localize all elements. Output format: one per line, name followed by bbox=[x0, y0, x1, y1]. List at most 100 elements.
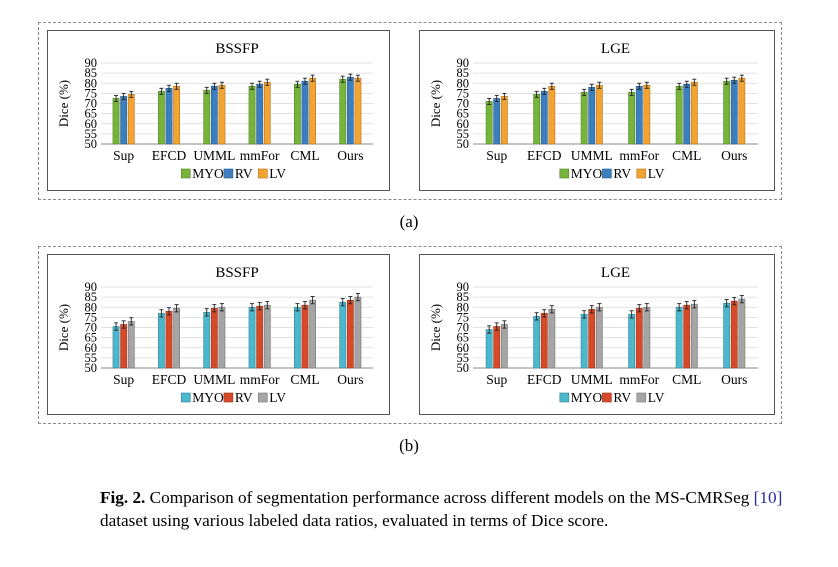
x-tick-label: CML bbox=[672, 148, 701, 163]
bar-rv bbox=[346, 299, 354, 369]
legend-label-rv: RV bbox=[235, 390, 253, 405]
bar-lv bbox=[690, 81, 698, 145]
x-tick-label: Sup bbox=[486, 148, 507, 163]
bar-rv bbox=[493, 326, 501, 369]
y-tick-label: 90 bbox=[85, 280, 98, 294]
legend-swatch-lv bbox=[636, 392, 647, 403]
y-tick-label: 50 bbox=[85, 361, 98, 375]
bar-lv bbox=[738, 77, 746, 145]
bar-myo bbox=[248, 85, 256, 145]
bar-lv bbox=[263, 81, 271, 145]
bar-lv bbox=[738, 298, 746, 369]
bar-rv bbox=[301, 304, 309, 369]
bar-myo bbox=[112, 98, 120, 145]
x-tick-label: UMML bbox=[571, 372, 613, 387]
bar-lv bbox=[595, 306, 603, 369]
bar-rv bbox=[301, 80, 309, 145]
figure-caption: Fig. 2. Comparison of segmentation perfo… bbox=[100, 486, 800, 532]
caption-cite-link[interactable]: [10] bbox=[753, 488, 783, 507]
y-tick-label: 90 bbox=[457, 56, 470, 70]
chart-title: BSSFP bbox=[215, 265, 258, 281]
chart-b-lge-frame: LGE Dice (%) 50 55 60 65 70 75 80 85 90 Sup EFCD UMML… bbox=[419, 254, 775, 415]
x-tick-label: mmFor bbox=[240, 148, 280, 163]
y-tick-label: 55 bbox=[85, 127, 98, 141]
bar-myo bbox=[723, 302, 731, 369]
bar-rv bbox=[210, 307, 218, 369]
bar-lv bbox=[354, 296, 362, 369]
bar-lv bbox=[595, 84, 603, 145]
x-tick-label: CML bbox=[672, 372, 701, 387]
bar-myo bbox=[485, 101, 493, 145]
panel-b-label: (b) bbox=[399, 436, 419, 455]
y-tick-label: 55 bbox=[457, 351, 470, 365]
panel-a-box bbox=[38, 22, 782, 200]
y-tick-label: 75 bbox=[85, 86, 98, 100]
bar-rv bbox=[346, 76, 354, 145]
bar-myo bbox=[248, 306, 256, 369]
bar-rv bbox=[165, 310, 173, 369]
bar-rv bbox=[730, 300, 738, 369]
bar-lv bbox=[263, 304, 271, 369]
x-tick-label: EFCD bbox=[152, 148, 187, 163]
caption-text-after: dataset using various labeled data ratio… bbox=[100, 511, 609, 530]
legend-label-myo: MYO bbox=[571, 390, 603, 405]
bar-rv bbox=[540, 313, 548, 369]
legend-label-lv: LV bbox=[648, 390, 665, 405]
y-tick-label: 50 bbox=[85, 137, 98, 151]
y-tick-label: 65 bbox=[457, 331, 470, 345]
legend-swatch-rv bbox=[223, 168, 234, 179]
bar-myo bbox=[628, 92, 636, 145]
y-tick-label: 60 bbox=[85, 117, 98, 131]
x-tick-label: mmFor bbox=[240, 372, 280, 387]
bar-myo bbox=[580, 314, 588, 369]
y-tick-label: 70 bbox=[85, 97, 98, 111]
bar-myo bbox=[339, 78, 347, 145]
y-tick-label: 65 bbox=[85, 331, 98, 345]
bar-myo bbox=[628, 314, 636, 369]
x-tick-label: mmFor bbox=[619, 372, 659, 387]
chart-a-lge-frame: LGE Dice (%) 50 55 60 65 70 75 80 85 90 Sup EFCD UMML… bbox=[419, 30, 775, 191]
bar-rv bbox=[165, 88, 173, 145]
bar-rv bbox=[120, 324, 128, 369]
bar-lv bbox=[173, 307, 180, 369]
y-tick-label: 70 bbox=[457, 97, 470, 111]
x-tick-label: mmFor bbox=[619, 148, 659, 163]
legend-swatch-myo bbox=[559, 392, 570, 403]
bar-lv bbox=[127, 94, 135, 145]
bar-rv bbox=[120, 96, 128, 145]
y-tick-label: 80 bbox=[85, 76, 98, 90]
legend-label-rv: RV bbox=[235, 166, 253, 181]
y-tick-label: 85 bbox=[457, 290, 470, 304]
y-axis-label: Dice (%) bbox=[56, 80, 71, 127]
bar-lv bbox=[643, 306, 651, 369]
chart-title: LGE bbox=[601, 41, 630, 57]
x-tick-label: Ours bbox=[721, 148, 747, 163]
y-tick-label: 50 bbox=[457, 137, 470, 151]
x-tick-label: Ours bbox=[337, 148, 363, 163]
bar-myo bbox=[533, 94, 541, 145]
y-tick-label: 65 bbox=[457, 107, 470, 121]
bar-myo bbox=[339, 301, 347, 369]
y-tick-label: 55 bbox=[85, 351, 98, 365]
legend-swatch-myo bbox=[181, 168, 191, 179]
x-tick-label: Sup bbox=[113, 148, 134, 163]
legend-swatch-rv bbox=[223, 392, 234, 403]
bar-myo bbox=[533, 316, 541, 369]
legend-label-lv: LV bbox=[648, 166, 665, 181]
bar-rv bbox=[540, 91, 548, 145]
y-tick-label: 75 bbox=[457, 86, 470, 100]
panel-a-label: (a) bbox=[399, 212, 419, 231]
y-tick-label: 70 bbox=[457, 321, 470, 335]
legend-swatch-rv bbox=[602, 168, 612, 179]
y-tick-label: 60 bbox=[85, 341, 98, 355]
y-tick-label: 85 bbox=[85, 290, 98, 304]
legend-label-myo: MYO bbox=[192, 166, 224, 181]
x-tick-label: CML bbox=[290, 148, 319, 163]
y-tick-label: 75 bbox=[457, 310, 470, 324]
legend-label-rv: RV bbox=[613, 166, 631, 181]
bar-lv bbox=[309, 299, 316, 369]
y-tick-label: 80 bbox=[457, 76, 470, 90]
legend-swatch-lv bbox=[258, 168, 268, 179]
